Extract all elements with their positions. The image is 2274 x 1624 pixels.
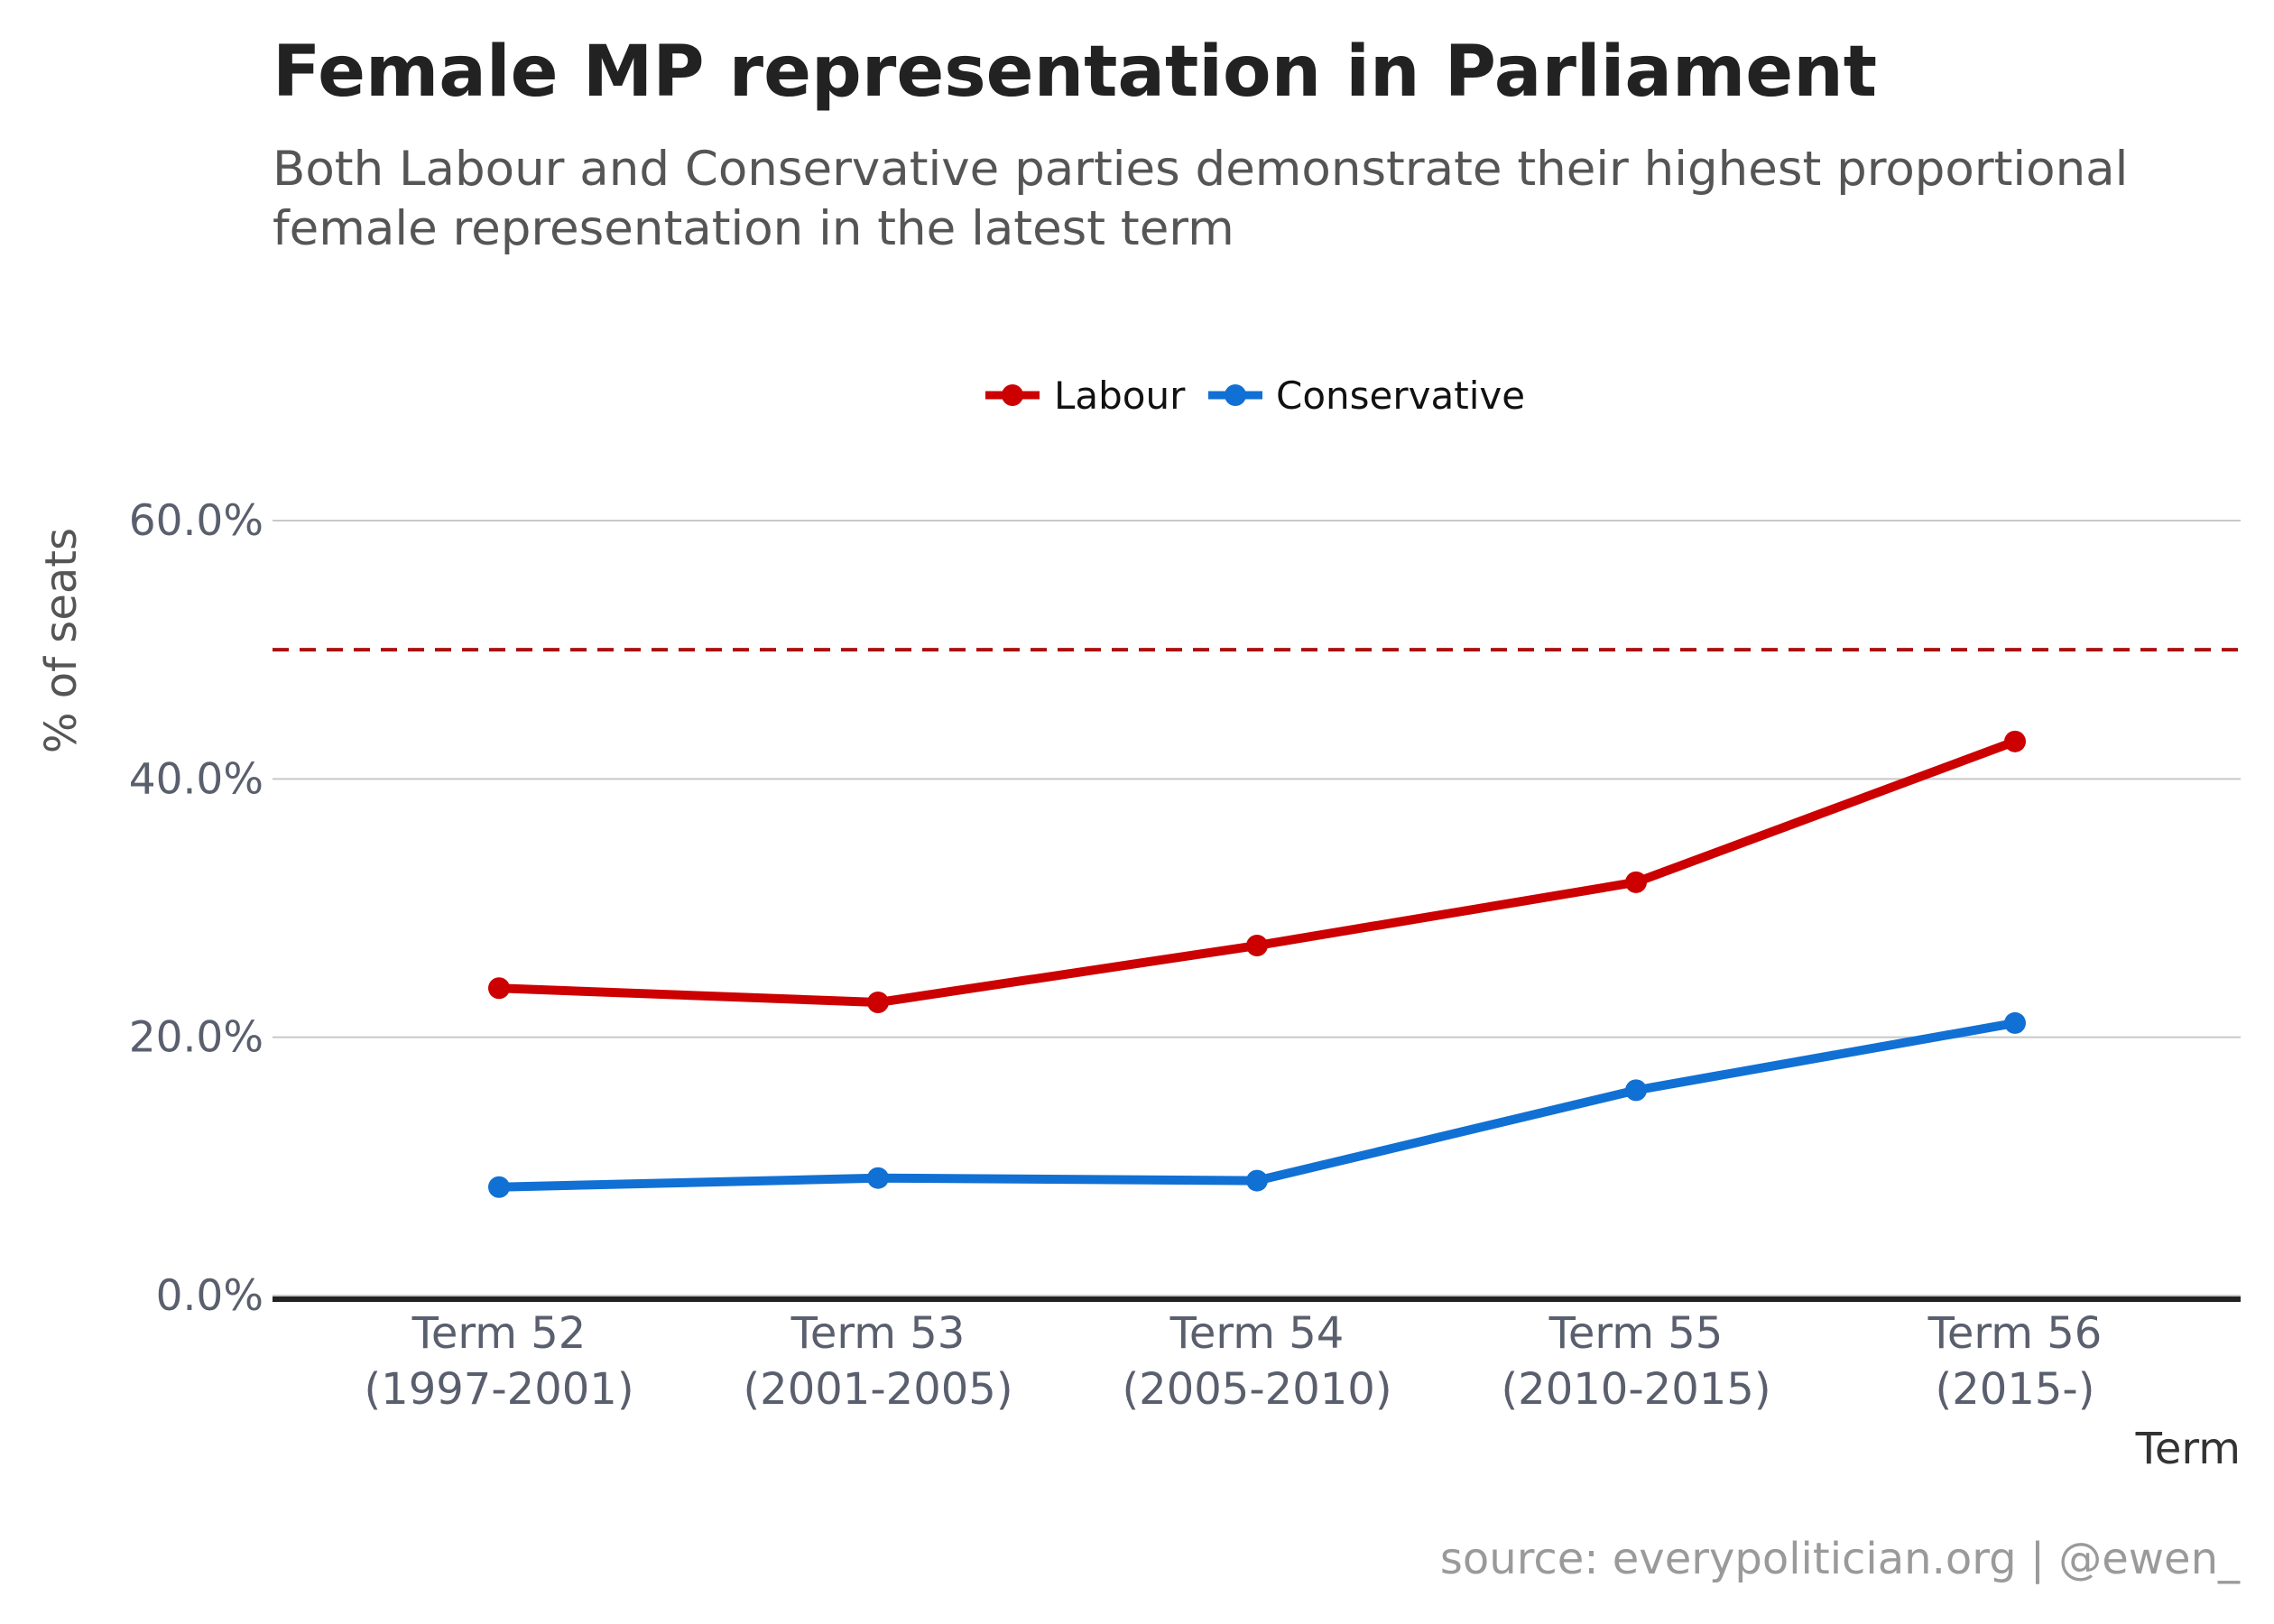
x-tick-label-line: (2015-) [1936, 1364, 2095, 1415]
x-tick-label: Term 53 (2001-2005) [743, 1308, 1012, 1415]
axes: 0.0%20.0%40.0%60.0%Term 52 (1997-2001)Ter… [36, 496, 2241, 1474]
series-line-labour [495, 736, 2020, 1008]
x-tick-label-line: (2010-2015) [1501, 1364, 1770, 1415]
data-point-labour [2004, 730, 2026, 752]
x-tick-label: Term 52 (1997-2001) [364, 1308, 633, 1415]
series-layer [488, 730, 2026, 1198]
source-credit: source: everypolitician.org | @ewen_ [1439, 1534, 2240, 1584]
data-point-conservative [867, 1167, 889, 1189]
y-tick-label: 20.0% [129, 1013, 263, 1063]
legend-swatch-marker [1002, 384, 1023, 406]
x-tick-label-line: (1997-2001) [364, 1364, 633, 1415]
data-point-conservative [1625, 1079, 1647, 1102]
chart-subtitle: Both Labour and Conservative parties dem… [273, 142, 2129, 256]
data-point-conservative [1246, 1169, 1268, 1192]
x-axis-title: Term [2135, 1424, 2241, 1474]
data-point-labour [1625, 871, 1647, 893]
data-point-labour [1246, 935, 1268, 957]
x-tick-label-line: Term 54 [1169, 1308, 1345, 1359]
y-axis-title: % of seats [36, 528, 87, 753]
data-point-conservative [2004, 1011, 2026, 1034]
x-tick-label-line: Term 55 [1548, 1308, 1724, 1359]
chart-title: Female MP representation in Parliament [273, 32, 1878, 113]
data-point-labour [488, 977, 510, 1000]
legend-swatch-marker [1225, 384, 1246, 406]
series-line-conservative [495, 1018, 2020, 1192]
legend-label: Conservative [1276, 374, 1525, 418]
legend: Labour Conservative [985, 374, 1525, 418]
y-tick-label: 0.0% [156, 1271, 263, 1321]
x-tick-label: Term 55 (2010-2015) [1501, 1308, 1770, 1415]
x-tick-label-line: Term 56 [1927, 1308, 2103, 1359]
x-tick-label-line: Term 53 [790, 1308, 966, 1359]
x-tick-label-line: Term 52 [411, 1308, 587, 1359]
y-tick-label: 60.0% [129, 496, 263, 546]
x-tick-label: Term 54 (2005-2010) [1122, 1308, 1391, 1415]
y-tick-label: 40.0% [129, 754, 263, 804]
x-tick-label-line: (2001-2005) [743, 1364, 1012, 1415]
x-tick-label-line: (2005-2010) [1122, 1364, 1391, 1415]
data-point-conservative [488, 1176, 510, 1198]
x-tick-label: Term 56 (2015-) [1927, 1308, 2103, 1415]
legend-label: Labour [1054, 374, 1186, 418]
data-point-labour [867, 992, 889, 1014]
